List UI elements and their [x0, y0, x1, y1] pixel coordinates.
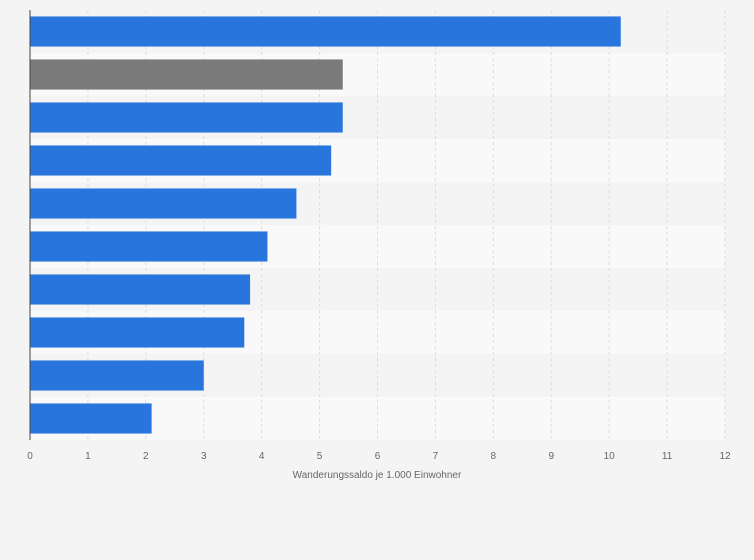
x-axis-ticks: 0 1 2 3 4 5 6 7 8 9 10 11 12	[27, 451, 731, 462]
x-tick-label: 9	[548, 451, 554, 462]
x-tick-label: 0	[27, 451, 33, 462]
x-tick-label: 11	[662, 451, 673, 462]
x-tick-label: 8	[491, 451, 497, 462]
bars	[30, 16, 621, 434]
x-tick-label: 4	[259, 451, 265, 462]
bar[interactable]	[30, 16, 621, 47]
x-tick-label: 1	[85, 451, 91, 462]
bar[interactable]	[30, 102, 343, 133]
bar[interactable]	[30, 231, 268, 262]
bar[interactable]	[30, 317, 245, 348]
x-tick-label: 5	[317, 451, 323, 462]
x-tick-label: 7	[433, 451, 439, 462]
x-tick-label: 2	[143, 451, 149, 462]
x-tick-label: 6	[375, 451, 381, 462]
bar[interactable]	[30, 274, 251, 305]
bar[interactable]	[30, 145, 332, 176]
bar[interactable]	[30, 403, 152, 434]
bar[interactable]	[30, 360, 204, 391]
x-tick-label: 10	[604, 451, 616, 462]
bar[interactable]	[30, 188, 297, 219]
x-tick-label: 3	[201, 451, 207, 462]
bar[interactable]	[30, 59, 343, 90]
x-tick-label: 12	[719, 451, 731, 462]
x-axis-title: Wanderungssaldo je 1.000 Einwohner	[293, 470, 462, 481]
